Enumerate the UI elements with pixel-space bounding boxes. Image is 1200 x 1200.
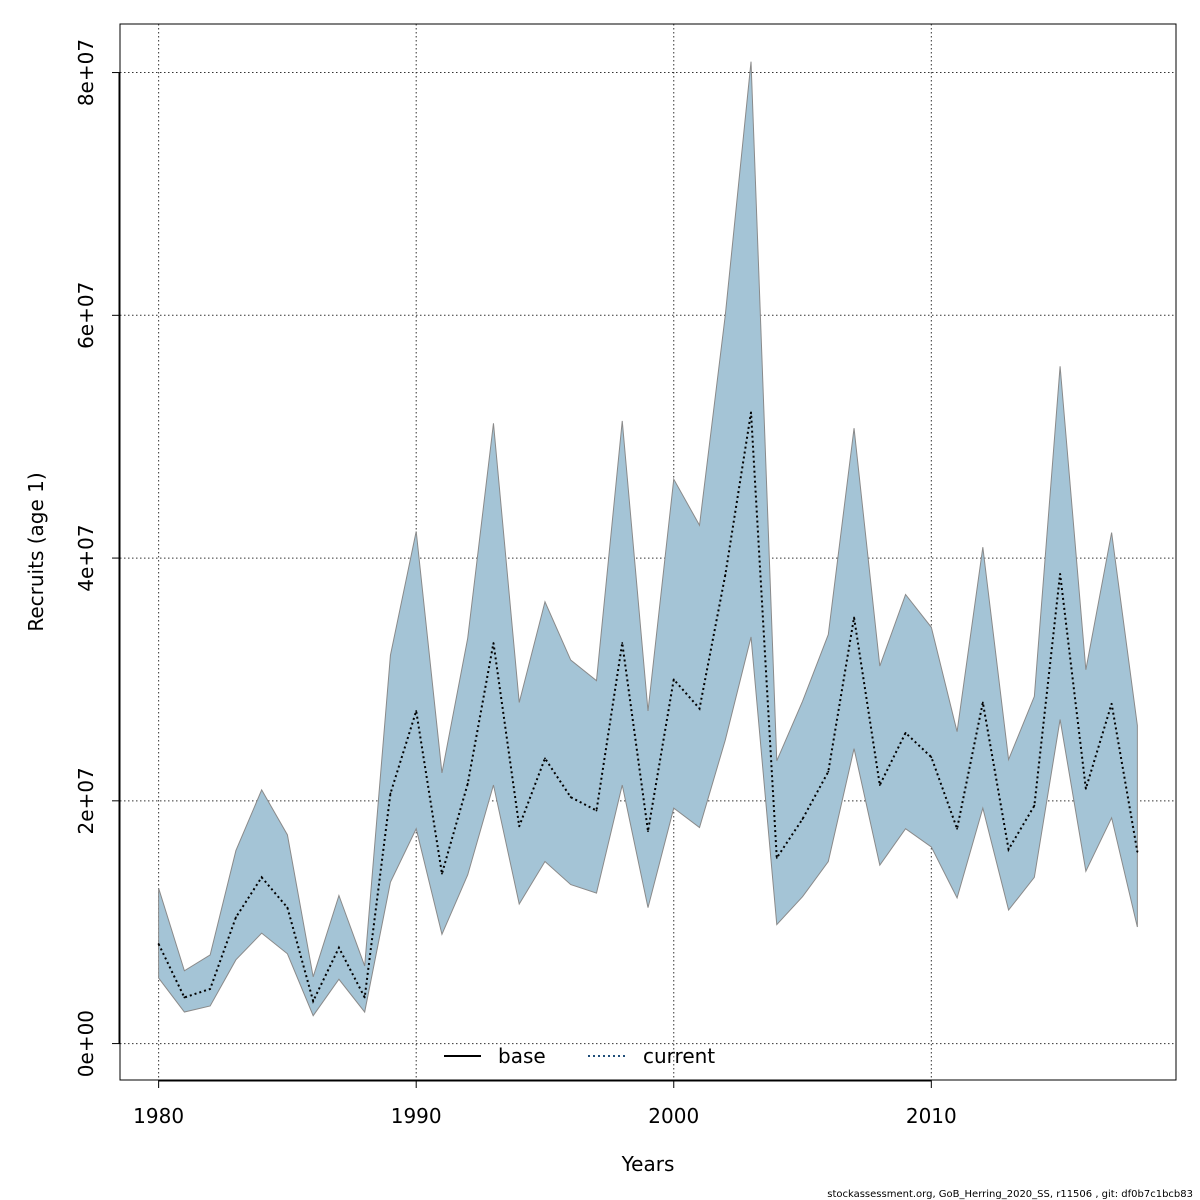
data-point-2006 xyxy=(827,770,830,773)
y-axis-title: Recruits (age 1) xyxy=(24,472,48,631)
data-point-2001 xyxy=(698,707,701,710)
data-point-2016 xyxy=(1084,787,1087,790)
y-tick-label-4e+07: 4e+07 xyxy=(74,524,98,591)
data-point-2002 xyxy=(724,574,727,576)
y-axis: 0e+00 2e+07 4e+07 6e+07 8e+07 xyxy=(74,39,120,1077)
data-point-1991 xyxy=(441,872,443,875)
data-point-2008 xyxy=(878,784,881,786)
data-point-1989 xyxy=(389,792,392,795)
data-point-2018 xyxy=(1136,850,1139,853)
data-point-1990 xyxy=(415,710,418,712)
data-point-2012 xyxy=(981,701,984,704)
data-point-1995 xyxy=(544,757,546,760)
data-point-2000 xyxy=(672,678,675,681)
x-tick-label-2000: 2000 xyxy=(648,1104,699,1128)
data-point-1984 xyxy=(260,876,263,879)
data-point-2007 xyxy=(853,616,855,619)
data-point-2015 xyxy=(1059,572,1061,575)
data-point-1982 xyxy=(209,988,212,990)
data-point-1996 xyxy=(569,796,572,799)
series-line-layer xyxy=(157,412,1139,1004)
data-point-2004 xyxy=(775,856,778,859)
legend-label-current: current xyxy=(643,1044,715,1068)
data-point-2010 xyxy=(930,756,933,759)
data-point-1999 xyxy=(647,830,649,833)
y-tick-label-6e+07: 6e+07 xyxy=(74,282,98,349)
data-point-1980 xyxy=(157,943,160,945)
data-point-1998 xyxy=(621,642,624,644)
y-tick-label-2e+07: 2e+07 xyxy=(74,767,98,834)
data-point-1981 xyxy=(183,996,186,999)
data-point-1987 xyxy=(338,946,340,949)
x-axis-title: Years xyxy=(621,1152,675,1176)
y-tick-label-8e+07: 8e+07 xyxy=(74,39,98,106)
confidence-band-layer xyxy=(158,61,1138,1017)
plot-frame xyxy=(119,23,1177,1081)
data-point-1983 xyxy=(235,916,237,919)
data-point-1993 xyxy=(492,642,495,644)
confidence-band xyxy=(158,61,1138,1017)
data-point-1986 xyxy=(312,1000,315,1003)
data-point-2003 xyxy=(750,411,752,414)
data-point-2013 xyxy=(1007,848,1010,851)
x-tick-label-1990: 1990 xyxy=(391,1104,442,1128)
x-tick-label-1980: 1980 xyxy=(133,1104,184,1128)
y-tick-label-0e+00: 0e+00 xyxy=(74,1010,98,1077)
legend: base current xyxy=(444,1044,715,1068)
data-point-1985 xyxy=(286,906,289,909)
series-line-current xyxy=(157,412,1139,1004)
footer-credit: stockassessment.org, GoB_Herring_2020_SS… xyxy=(827,1189,1193,1200)
data-point-2011 xyxy=(956,827,958,830)
data-point-1994 xyxy=(518,825,521,828)
data-point-1988 xyxy=(363,996,366,999)
x-tick-label-2010: 2010 xyxy=(906,1104,957,1128)
data-point-2009 xyxy=(904,731,907,734)
data-point-2014 xyxy=(1033,804,1036,807)
data-points-layer xyxy=(157,411,1139,1003)
x-axis: 1980 1990 2000 2010 xyxy=(133,1080,957,1128)
data-point-2017 xyxy=(1110,702,1113,705)
data-point-1997 xyxy=(595,809,598,812)
data-point-2005 xyxy=(801,818,804,820)
legend-label-base: base xyxy=(498,1044,546,1068)
data-point-1992 xyxy=(466,782,469,785)
